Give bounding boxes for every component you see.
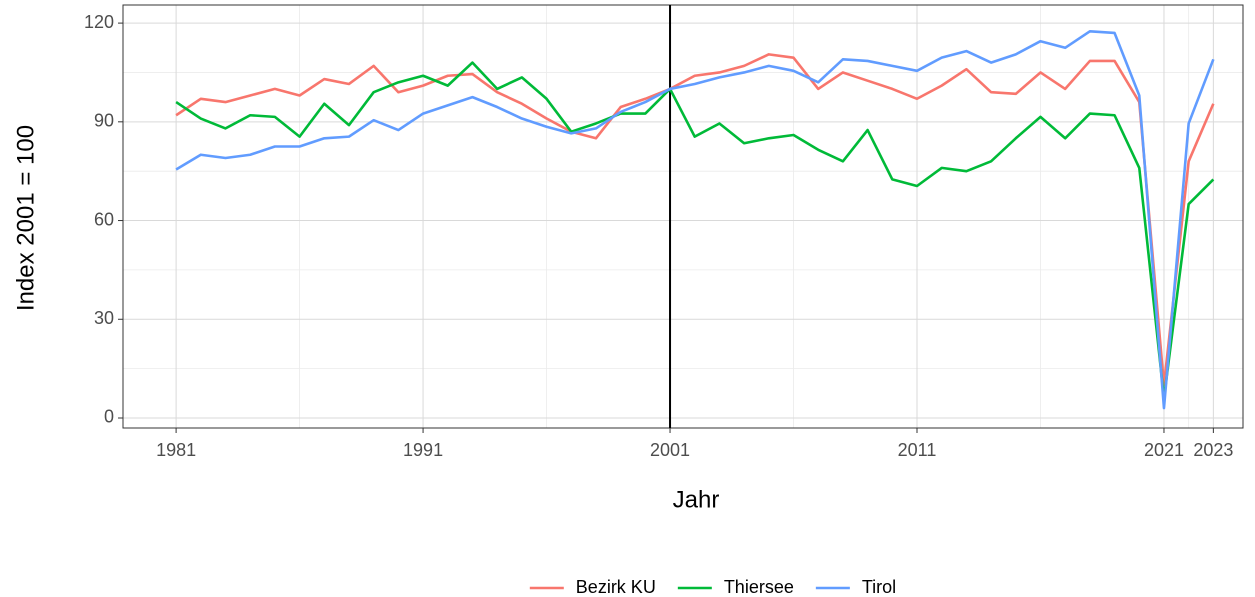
x-tick-label: 1981 xyxy=(156,440,196,460)
y-tick-label: 90 xyxy=(94,111,114,131)
legend-label: Thiersee xyxy=(724,577,794,597)
y-axis-title: Index 2001 = 100 xyxy=(12,125,39,311)
x-axis-title: Jahr xyxy=(673,486,720,513)
y-tick-label: 60 xyxy=(94,209,114,229)
x-tick-label: 2011 xyxy=(898,440,937,460)
y-tick-label: 30 xyxy=(94,308,114,328)
legend-label: Bezirk KU xyxy=(576,577,656,597)
data-line xyxy=(175,30,1215,410)
x-tick-label: 2021 xyxy=(1144,440,1184,460)
x-tick-label: 2001 xyxy=(650,440,690,460)
panel-border xyxy=(122,4,1244,429)
data-line xyxy=(175,61,1215,400)
y-tick-label: 0 xyxy=(104,407,114,427)
y-tick-label: 120 xyxy=(84,12,114,32)
data-line xyxy=(175,53,1215,387)
x-tick-label: 2023 xyxy=(1193,440,1233,460)
legend-label: Tirol xyxy=(862,577,896,597)
x-tick-label: 1991 xyxy=(403,440,443,460)
